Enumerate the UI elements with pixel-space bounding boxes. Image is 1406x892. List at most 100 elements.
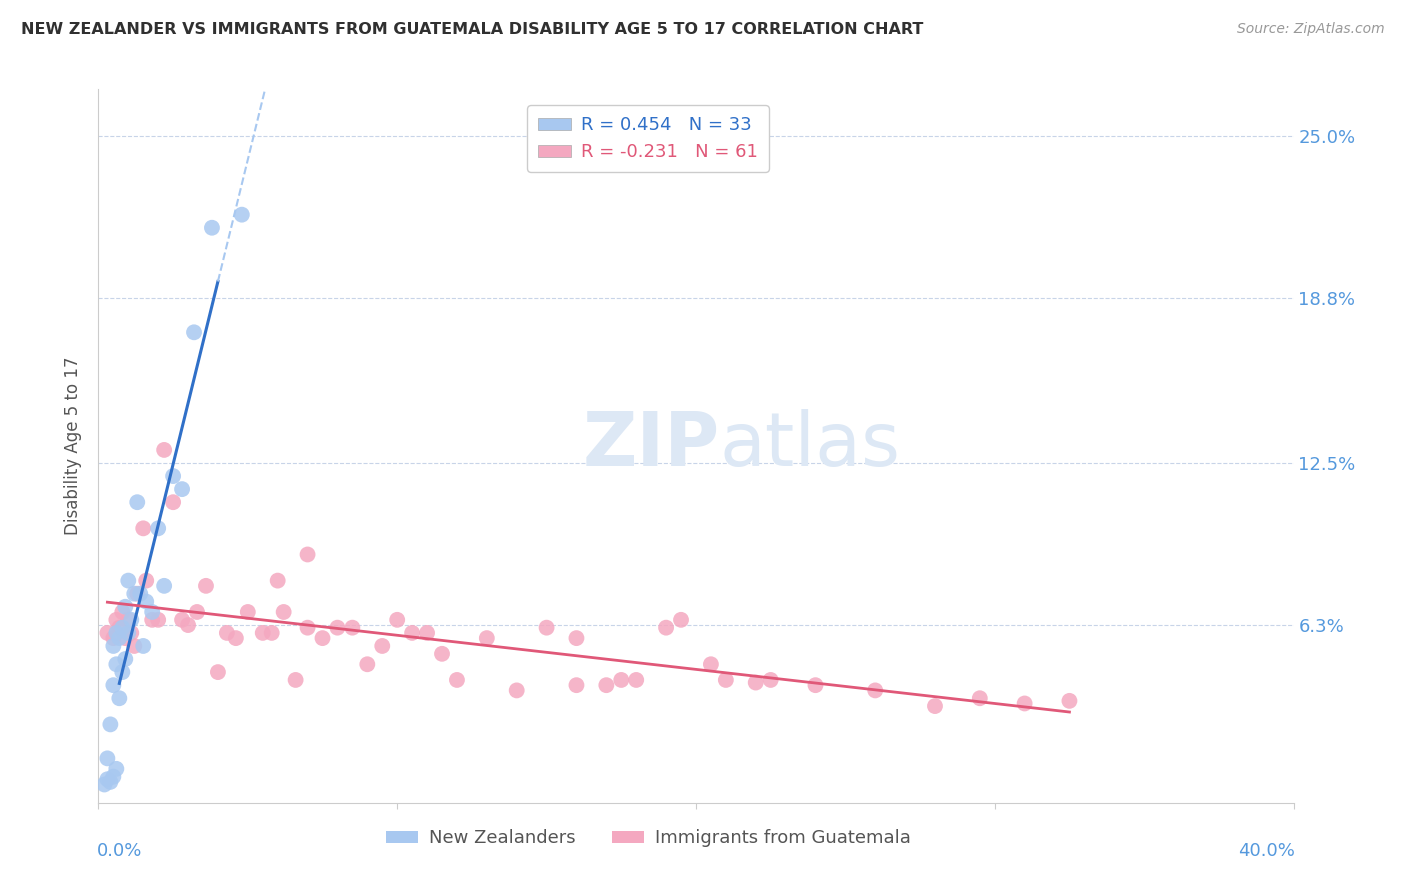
Point [135, 574, 157, 588]
Legend: New Zealanders, Immigrants from Guatemala: New Zealanders, Immigrants from Guatemal… [378, 822, 918, 855]
Point [120, 613, 142, 627]
Point [108, 691, 131, 706]
Point [114, 631, 136, 645]
Text: Source: ZipAtlas.com: Source: ZipAtlas.com [1237, 22, 1385, 37]
Point [135, 594, 157, 608]
Point [700, 657, 723, 672]
Point [132, 639, 155, 653]
Point [183, 326, 205, 340]
Point [252, 626, 274, 640]
Point [416, 626, 439, 640]
Point [669, 613, 692, 627]
Point [105, 626, 128, 640]
Point [132, 521, 155, 535]
Point [1014, 697, 1036, 711]
Point [98, 775, 122, 789]
Point [120, 626, 142, 640]
Point [804, 678, 827, 692]
Point [114, 652, 136, 666]
Text: ZIP: ZIP [582, 409, 720, 483]
Point [626, 673, 648, 687]
Point [924, 699, 946, 714]
Point [759, 673, 782, 687]
Point [103, 631, 125, 645]
Point [117, 626, 139, 640]
Point [105, 762, 128, 776]
Point [103, 770, 125, 784]
Point [111, 605, 134, 619]
Text: NEW ZEALANDER VS IMMIGRANTS FROM GUATEMALA DISABILITY AGE 5 TO 17 CORRELATION CH: NEW ZEALANDER VS IMMIGRANTS FROM GUATEMA… [21, 22, 924, 37]
Point [201, 220, 224, 235]
Point [127, 587, 149, 601]
Point [565, 631, 588, 645]
Point [177, 618, 200, 632]
Point [260, 626, 283, 640]
Point [326, 621, 349, 635]
Point [215, 626, 238, 640]
Point [356, 657, 378, 672]
Point [105, 657, 128, 672]
Point [103, 678, 125, 692]
Point [172, 613, 194, 627]
Point [506, 683, 529, 698]
Point [385, 613, 409, 627]
Point [108, 621, 131, 635]
Point [1059, 694, 1081, 708]
Point [231, 208, 253, 222]
Point [117, 574, 139, 588]
Point [162, 469, 184, 483]
Point [475, 631, 498, 645]
Point [655, 621, 678, 635]
Point [124, 587, 146, 601]
Point [186, 605, 208, 619]
Point [111, 621, 134, 635]
Point [153, 442, 176, 457]
Point [108, 631, 131, 645]
Point [153, 579, 176, 593]
Point [117, 613, 139, 627]
Point [267, 574, 290, 588]
Point [114, 599, 136, 614]
Point [98, 717, 122, 731]
Point [207, 665, 229, 679]
Point [96, 751, 118, 765]
Point [430, 647, 453, 661]
Point [297, 548, 319, 562]
Point [141, 613, 163, 627]
Point [93, 777, 115, 791]
Point [111, 665, 134, 679]
Point [236, 605, 259, 619]
Point [105, 613, 128, 627]
Point [969, 691, 991, 706]
Text: 0.0%: 0.0% [97, 842, 142, 860]
Point [103, 639, 125, 653]
Point [865, 683, 887, 698]
Point [96, 626, 118, 640]
Point [148, 613, 170, 627]
Point [297, 621, 319, 635]
Point [172, 482, 194, 496]
Point [714, 673, 737, 687]
Point [610, 673, 633, 687]
Point [273, 605, 295, 619]
Point [148, 521, 170, 535]
Text: atlas: atlas [720, 409, 901, 483]
Point [536, 621, 558, 635]
Point [446, 673, 468, 687]
Point [127, 495, 149, 509]
Point [284, 673, 307, 687]
Point [745, 675, 768, 690]
Point [565, 678, 588, 692]
Point [96, 772, 118, 787]
Point [162, 495, 184, 509]
Point [595, 678, 617, 692]
Point [141, 605, 163, 619]
Text: 40.0%: 40.0% [1237, 842, 1295, 860]
Point [195, 579, 218, 593]
Point [342, 621, 364, 635]
Point [401, 626, 423, 640]
Point [225, 631, 247, 645]
Point [124, 639, 146, 653]
Point [311, 631, 333, 645]
Point [129, 587, 152, 601]
